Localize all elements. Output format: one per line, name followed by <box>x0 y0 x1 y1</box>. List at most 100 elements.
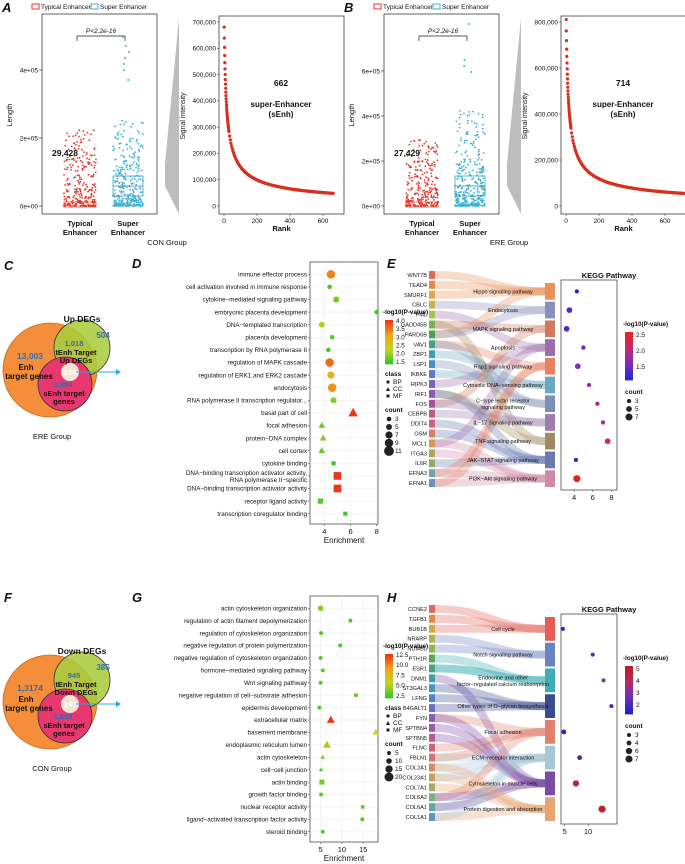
gene-node <box>429 674 435 683</box>
gene-label: ESR1 <box>412 666 427 672</box>
typical-point <box>429 164 431 167</box>
typical-point <box>424 158 427 161</box>
colorbar-cell <box>385 326 393 329</box>
typical-point <box>433 165 436 168</box>
count-legend-dot <box>384 446 394 456</box>
typical-point <box>84 188 86 191</box>
super-point <box>125 164 128 167</box>
sankey-ribbon <box>434 343 546 448</box>
term-label: DNA−templated transcription <box>226 322 307 329</box>
gene-node <box>429 714 435 722</box>
term-point <box>319 631 323 636</box>
x-label-typical-2: Enhancer <box>63 228 97 237</box>
gene-node <box>429 644 435 653</box>
typical-point <box>93 164 96 167</box>
super-point <box>113 204 115 207</box>
term-label: cell−cell junction <box>261 767 308 774</box>
super-point <box>137 165 140 168</box>
typical-point <box>69 203 71 206</box>
super-point <box>455 200 458 203</box>
typical-point <box>81 167 84 170</box>
typical-point <box>76 132 79 134</box>
super-point <box>481 198 483 201</box>
colorbar-cell <box>385 332 393 335</box>
rank-y-label: Signal intensity <box>180 92 187 140</box>
term-label: endocytosis <box>274 385 307 392</box>
colorbar-tick-label: 7.5 <box>396 672 405 679</box>
kegg-colorbar-cell <box>625 332 633 335</box>
colorbar-cell <box>385 328 393 331</box>
senh-label-abbr: (sEnh) <box>611 110 636 119</box>
pathway-node <box>545 771 555 796</box>
term-label: cytokine−mediated signaling pathway <box>203 297 308 304</box>
rank-x-tick-label: 600 <box>660 218 671 225</box>
sankey-ribbon <box>434 753 546 782</box>
kegg-colorbar-cell <box>625 351 633 355</box>
gene-node <box>429 449 435 458</box>
gene-node <box>429 370 435 378</box>
super-point <box>465 189 467 192</box>
typical-point <box>92 175 95 178</box>
super-point <box>478 157 480 159</box>
gene-label: COL7A1 <box>406 785 427 791</box>
typical-point <box>87 198 90 200</box>
count-legend-label: 10 <box>395 758 403 765</box>
super-point <box>137 201 140 204</box>
super-point <box>122 190 125 193</box>
colorbar-cell <box>385 692 393 695</box>
super-point <box>136 203 139 206</box>
sankey-ribbon <box>434 320 546 446</box>
super-point <box>118 171 120 174</box>
colorbar-cell <box>385 334 393 337</box>
typical-count: 29,428 <box>52 148 78 158</box>
term-label: actin cytoskeleton <box>257 754 308 761</box>
super-point <box>462 201 464 204</box>
super-point <box>465 139 468 142</box>
rank-point <box>567 101 571 105</box>
gene-label: ITGA3 <box>411 451 427 457</box>
rank-point <box>564 29 568 33</box>
typical-point <box>75 197 78 200</box>
typical-point <box>73 204 76 207</box>
super-point <box>464 172 467 175</box>
colorbar-cell <box>385 354 393 357</box>
super-point <box>462 165 465 168</box>
super-point <box>480 167 483 170</box>
kegg-colorbar-cell <box>625 711 633 715</box>
super-point <box>463 178 466 181</box>
typical-point <box>426 162 429 165</box>
super-point <box>133 161 135 164</box>
colorbar-tick-label: 4.0 <box>396 318 405 325</box>
super-point <box>141 146 144 149</box>
y-tick-label: 4e+05 <box>362 114 381 121</box>
super-point <box>121 199 124 202</box>
typical-point <box>92 183 94 186</box>
kegg-colorbar-cell <box>625 670 633 673</box>
super-outlier <box>467 23 470 25</box>
gene-label: IL6R <box>415 461 427 467</box>
typical-point <box>414 204 417 207</box>
colorbar-tick-label: 5.0 <box>396 683 405 690</box>
gene-node <box>429 634 435 643</box>
typical-box <box>63 201 97 208</box>
typical-point <box>408 202 410 205</box>
super-point <box>482 123 484 126</box>
x-label-super-2: Enhancer <box>111 228 145 237</box>
y-tick-label: 0e+00 <box>362 204 381 211</box>
super-point <box>113 148 116 150</box>
typical-point <box>407 194 409 197</box>
super-point <box>470 190 472 192</box>
typical-point <box>66 156 69 159</box>
legend-typical-label: Typical Enhancer <box>383 4 434 11</box>
kegg-colorbar-tick-label: 2 <box>636 702 640 709</box>
typical-point <box>81 169 84 171</box>
kegg-point <box>563 325 570 332</box>
typical-count: 27,429 <box>394 148 420 158</box>
super-point <box>481 116 484 119</box>
typical-point <box>65 200 68 202</box>
kegg-colorbar-cell <box>625 364 633 368</box>
sankey-ribbon <box>434 664 546 685</box>
typical-point <box>68 158 71 161</box>
term-point <box>318 655 323 660</box>
